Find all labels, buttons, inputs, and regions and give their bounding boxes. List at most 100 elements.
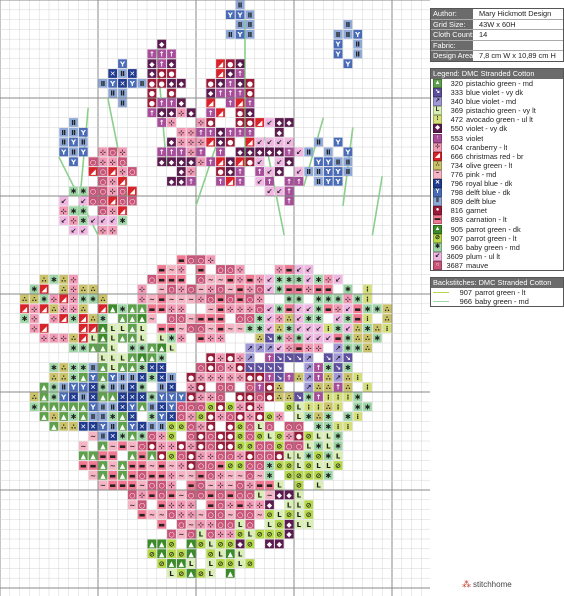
stitch-cell: ▲ bbox=[78, 451, 88, 460]
svg-text:↙: ↙ bbox=[267, 139, 273, 147]
thread-code: 553 bbox=[450, 133, 463, 143]
stitch-cell: ◆ bbox=[255, 147, 265, 157]
svg-text:◆: ◆ bbox=[277, 492, 283, 500]
stitch-cell: ⊹ bbox=[274, 412, 284, 421]
stitch-cell: Y bbox=[59, 392, 69, 402]
stitch-cell: ◢ bbox=[88, 167, 98, 176]
stitch-cell: Ⅱ bbox=[59, 382, 69, 392]
svg-text:◢: ◢ bbox=[237, 100, 243, 108]
legend-item: ▲ 320 pistachio green - md bbox=[431, 79, 563, 89]
stitch-cell: ⊹ bbox=[176, 500, 186, 509]
stitch-cell: ✕ bbox=[127, 412, 137, 421]
stitch-cell: ⊘ bbox=[265, 510, 274, 519]
svg-text:↗: ↗ bbox=[335, 354, 341, 362]
stitch-cell: ⊹ bbox=[98, 225, 108, 235]
svg-text:~: ~ bbox=[257, 472, 263, 480]
svg-text:↑: ↑ bbox=[218, 178, 224, 186]
stitch-cell: ○ bbox=[186, 323, 196, 333]
svg-text:✱: ✱ bbox=[71, 413, 77, 421]
svg-text:✱: ✱ bbox=[335, 325, 341, 333]
svg-text:⊹: ⊹ bbox=[325, 276, 331, 284]
svg-text:L: L bbox=[297, 501, 302, 509]
svg-text:↗: ↗ bbox=[267, 345, 273, 353]
svg-text:▬: ▬ bbox=[168, 325, 175, 333]
stitch-cell: ◆ bbox=[235, 78, 245, 88]
stitch-cell: ⊹ bbox=[196, 137, 206, 147]
svg-text:↙: ↙ bbox=[335, 276, 341, 284]
stitch-cell: ⊹ bbox=[274, 314, 284, 323]
stitch-cell: ⊹ bbox=[245, 304, 255, 313]
stitch-cell: ↙ bbox=[343, 323, 353, 333]
svg-text:Y: Y bbox=[129, 403, 136, 411]
stitch-cell: ↑ bbox=[235, 88, 245, 98]
svg-text:○: ○ bbox=[266, 423, 272, 431]
svg-text:✱: ✱ bbox=[316, 315, 322, 323]
stitch-cell: ▲ bbox=[118, 363, 127, 372]
svg-text:L: L bbox=[316, 482, 321, 490]
thread-code: 907 bbox=[450, 233, 463, 243]
svg-text:↑: ↑ bbox=[247, 100, 253, 108]
stitch-cell: ● bbox=[225, 137, 235, 147]
svg-text:↙: ↙ bbox=[110, 217, 116, 225]
stitch-cell: ● bbox=[235, 392, 245, 402]
stitch-cell: ✕ bbox=[137, 421, 147, 431]
svg-text:Y: Y bbox=[315, 158, 322, 166]
backstitch-item: 966 baby green - md bbox=[431, 297, 563, 306]
svg-text:○: ○ bbox=[217, 394, 223, 402]
stitch-cell: ↑ bbox=[167, 49, 176, 59]
stitch-cell: ∴ bbox=[314, 382, 323, 392]
svg-text:▬: ▬ bbox=[158, 501, 165, 509]
stitch-cell: ○ bbox=[147, 431, 157, 441]
svg-text:L: L bbox=[110, 335, 115, 343]
thread-name: carnation - lt bbox=[466, 215, 507, 225]
svg-text:▲: ▲ bbox=[41, 394, 47, 402]
thread-name: baby green - md bbox=[475, 297, 529, 307]
thread-code: 816 bbox=[450, 206, 463, 216]
svg-text:●: ● bbox=[247, 452, 253, 460]
stitch-cell: ⊹ bbox=[69, 294, 78, 304]
stitch-cell: ↗ bbox=[304, 363, 314, 372]
stitch-cell: ○ bbox=[206, 294, 216, 304]
stitch-cell: ↑ bbox=[314, 392, 323, 402]
stitch-cell: L bbox=[206, 559, 216, 568]
svg-text:▲: ▲ bbox=[51, 423, 57, 431]
stitch-cell: ✱ bbox=[147, 412, 157, 421]
stitch-cell: ⊹ bbox=[186, 500, 196, 509]
thread-symbol-icon: ▬ bbox=[433, 215, 442, 225]
stitch-cell: ↗ bbox=[304, 382, 314, 392]
stitch-cell: Y bbox=[176, 392, 186, 402]
stitch-cell: ↑ bbox=[157, 98, 167, 108]
svg-text:◢: ◢ bbox=[41, 305, 47, 313]
stitch-cell: L bbox=[323, 431, 333, 441]
svg-text:↑: ↑ bbox=[159, 51, 165, 59]
svg-text:○: ○ bbox=[237, 315, 243, 323]
stitch-cell: Y bbox=[167, 392, 176, 402]
stitch-cell: ✱ bbox=[69, 206, 78, 215]
svg-text:Ⅱ: Ⅱ bbox=[238, 2, 243, 10]
thread-code: 907 bbox=[459, 287, 472, 297]
svg-text:Ⅱ: Ⅱ bbox=[110, 403, 115, 411]
svg-text:●: ● bbox=[266, 384, 272, 392]
svg-text:Ⅱ: Ⅱ bbox=[238, 21, 243, 29]
svg-text:○: ○ bbox=[217, 452, 223, 460]
svg-text:L: L bbox=[326, 443, 331, 451]
svg-text:⊹: ⊹ bbox=[218, 531, 224, 539]
stitch-cell: ○ bbox=[225, 412, 235, 421]
stitch-cell: ○ bbox=[206, 441, 216, 451]
stitch-cell: ○ bbox=[118, 196, 127, 206]
svg-text:○: ○ bbox=[139, 501, 145, 509]
stitch-cell: ↘ bbox=[245, 363, 255, 372]
stitch-cell: ✱ bbox=[69, 314, 78, 323]
svg-text:○: ○ bbox=[257, 462, 263, 470]
stitch-cell: ● bbox=[186, 461, 196, 470]
thread-symbol-icon: ↑ bbox=[433, 133, 442, 143]
stitch-cell: ◆ bbox=[235, 59, 245, 68]
stitch-cell: ▬ bbox=[225, 274, 235, 284]
stitch-cell: ▬ bbox=[167, 490, 176, 500]
stitch-cell: ~ bbox=[225, 510, 235, 519]
stitch-cell: ~ bbox=[225, 323, 235, 333]
stitch-cell: ~ bbox=[167, 461, 176, 470]
svg-text:↑: ↑ bbox=[159, 60, 165, 68]
stitch-cell: ↑ bbox=[265, 176, 274, 186]
svg-text:●: ● bbox=[247, 394, 253, 402]
